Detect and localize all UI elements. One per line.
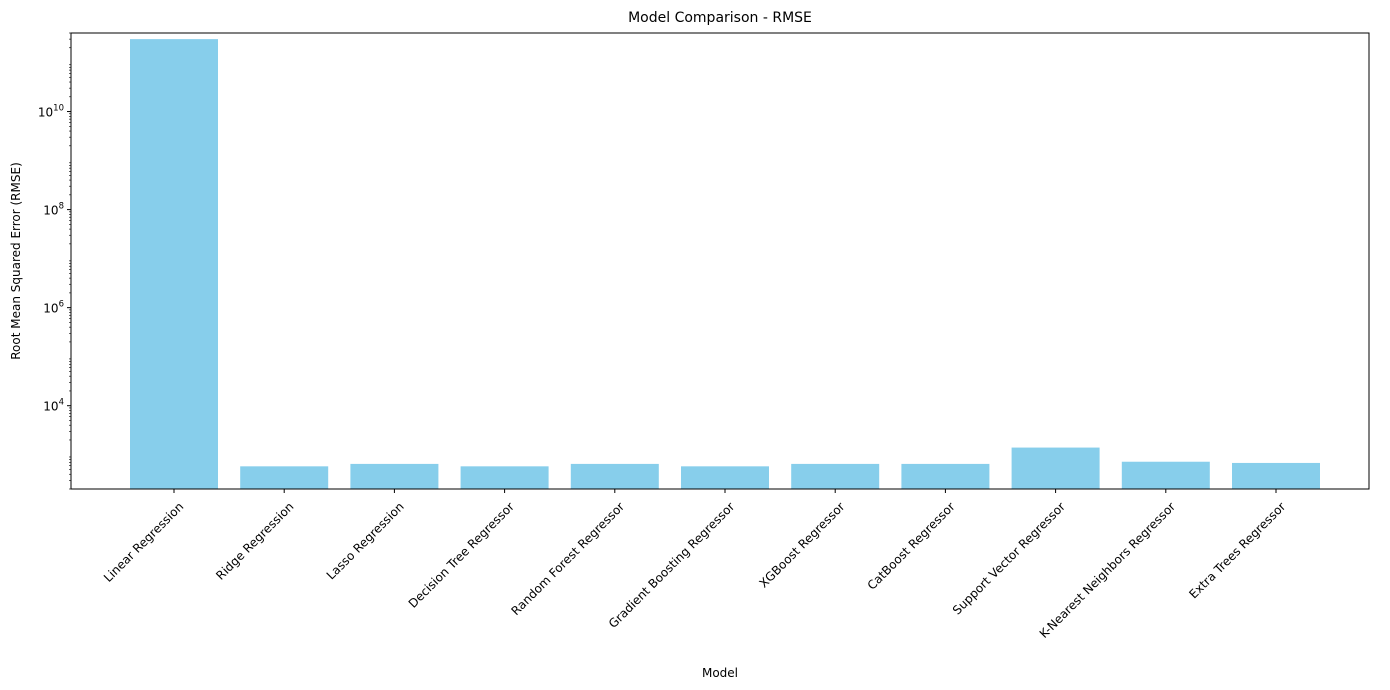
x-tick-label: Linear Regression bbox=[101, 499, 186, 584]
x-tick-label: Gradient Boosting Regressor bbox=[606, 499, 738, 631]
bar bbox=[240, 466, 329, 489]
y-tick-label: 1010 bbox=[38, 104, 64, 120]
x-tick-label: Random Forest Regressor bbox=[509, 499, 628, 618]
x-tick-label: XGBoost Regressor bbox=[756, 499, 847, 590]
x-tick-label: Extra Trees Regressor bbox=[1186, 499, 1288, 601]
y-axis-label: Root Mean Squared Error (RMSE) bbox=[9, 162, 23, 360]
x-tick-label: Decision Tree Regressor bbox=[406, 499, 517, 610]
bars-group bbox=[130, 39, 1320, 489]
bar bbox=[1232, 462, 1320, 489]
bar bbox=[460, 466, 549, 489]
y-tick-label: 106 bbox=[43, 300, 64, 316]
x-tick-label: K-Nearest Neighbors Regressor bbox=[1037, 499, 1178, 640]
bar bbox=[350, 463, 439, 489]
chart-title: Model Comparison - RMSE bbox=[628, 10, 812, 26]
x-tick-label: CatBoost Regressor bbox=[865, 499, 958, 592]
plot-frame bbox=[70, 32, 1370, 490]
bar bbox=[1011, 447, 1100, 489]
x-tick-label: Support Vector Regressor bbox=[950, 499, 1068, 617]
x-axis: Linear Regression Ridge Regression Lasso R… bbox=[101, 489, 1288, 641]
y-axis: 104 106 108 1010 bbox=[38, 32, 71, 490]
x-tick-label: Lasso Regression bbox=[324, 499, 407, 582]
x-tick-label: Ridge Regression bbox=[213, 499, 296, 582]
y-tick-label: 104 bbox=[43, 398, 64, 414]
bar bbox=[570, 463, 659, 489]
bar bbox=[681, 466, 769, 489]
x-axis-label: Model bbox=[702, 666, 738, 680]
y-tick-label: 108 bbox=[43, 202, 64, 218]
bar bbox=[130, 39, 218, 489]
bar bbox=[901, 463, 990, 489]
bar bbox=[791, 463, 880, 489]
bar bbox=[1121, 461, 1210, 489]
